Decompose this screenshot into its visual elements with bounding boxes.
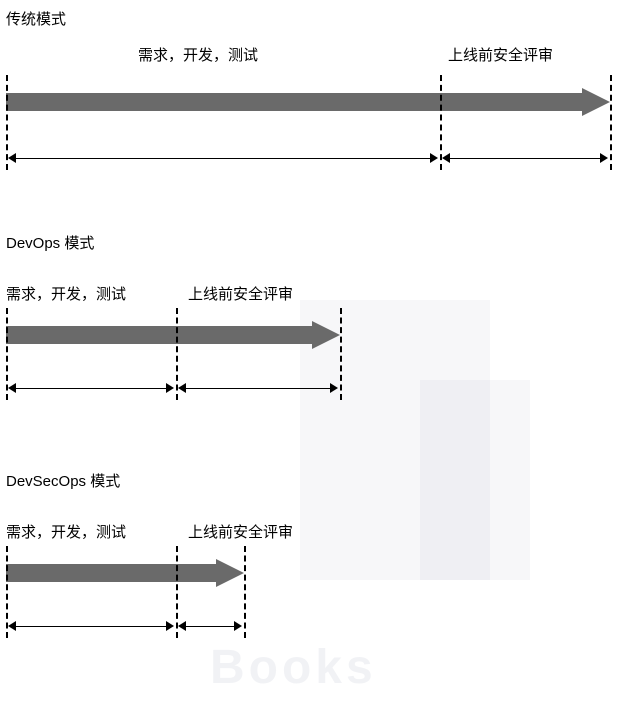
span-devops-0	[14, 388, 168, 389]
span-devops-0-lh	[8, 383, 16, 393]
span-devops-1-rh	[330, 383, 338, 393]
section-title-devsecops: DevSecOps 模式	[6, 470, 120, 491]
phase2-label-devops: 上线前安全评审	[188, 283, 293, 304]
watermark-rect-2	[420, 380, 530, 580]
span-devops-1-lh	[178, 383, 186, 393]
span-devsecops-0	[14, 626, 168, 627]
watermark-text: Books	[210, 640, 377, 695]
span-devops-0-rh	[166, 383, 174, 393]
dash-devops-2	[340, 308, 342, 400]
span-traditional-1-lh	[442, 153, 450, 163]
timeline-arrow-devsecops	[6, 564, 216, 582]
dash-devsecops-2	[244, 546, 246, 638]
phase1-label-devops: 需求，开发，测试	[6, 283, 126, 304]
phase2-label-traditional: 上线前安全评审	[448, 44, 553, 65]
section-title-traditional: 传统模式	[6, 8, 66, 29]
span-traditional-0-lh	[8, 153, 16, 163]
timeline-arrow-traditional	[6, 93, 582, 111]
span-traditional-0-rh	[430, 153, 438, 163]
span-devops-1	[184, 388, 332, 389]
timeline-arrow-devops	[6, 326, 312, 344]
timeline-arrowhead-traditional	[582, 88, 610, 116]
span-devsecops-1	[184, 626, 236, 627]
span-devsecops-1-rh	[234, 621, 242, 631]
phase2-label-devsecops: 上线前安全评审	[188, 521, 293, 542]
timeline-arrowhead-devsecops	[216, 559, 244, 587]
span-traditional-1-rh	[600, 153, 608, 163]
span-traditional-1	[448, 158, 602, 159]
phase1-label-devsecops: 需求，开发，测试	[6, 521, 126, 542]
timeline-arrowhead-devops	[312, 321, 340, 349]
dash-traditional-2	[610, 75, 612, 170]
span-devsecops-0-rh	[166, 621, 174, 631]
section-title-devops: DevOps 模式	[6, 232, 94, 253]
span-traditional-0	[14, 158, 432, 159]
span-devsecops-1-lh	[178, 621, 186, 631]
span-devsecops-0-lh	[8, 621, 16, 631]
phase1-label-traditional: 需求，开发，测试	[138, 44, 258, 65]
